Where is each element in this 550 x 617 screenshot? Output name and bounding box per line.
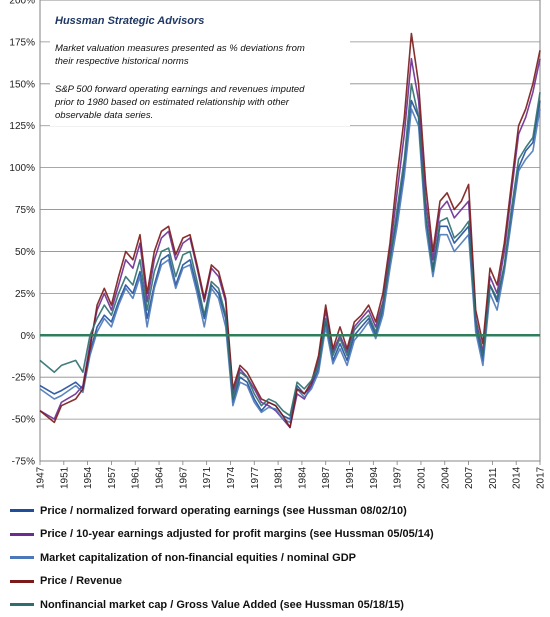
x-tick-label: 1951 (59, 466, 70, 489)
y-tick-label: 25% (15, 289, 35, 300)
series-line (39, 57, 541, 429)
x-tick-label: 1954 (83, 466, 94, 489)
legend-label: Market capitalization of non-financial e… (40, 551, 356, 564)
legend-item: Price / 10-year earnings adjusted for pr… (10, 523, 545, 547)
annotation-line-4: prior to 1980 based on estimated relatio… (54, 97, 290, 108)
x-tick-label: 1967 (178, 466, 189, 489)
series-line (39, 108, 541, 424)
x-tick-label: 2014 (512, 466, 523, 489)
legend-label: Price / 10-year earnings adjusted for pr… (40, 528, 434, 541)
y-tick-label: 150% (9, 79, 35, 90)
legend-item: Price / Revenue (10, 570, 545, 594)
x-tick-label: 1991 (345, 466, 356, 489)
annotation-block: Hussman Strategic Advisors Market valuat… (50, 8, 350, 126)
y-tick-label: 75% (15, 205, 35, 216)
annotation-line-2: their respective historical norms (55, 56, 189, 67)
series-line (39, 99, 541, 420)
x-tick-label: 2004 (440, 466, 451, 489)
x-tick-label: 1947 (36, 466, 47, 489)
x-tick-label: 2007 (464, 466, 475, 489)
x-axis: 1947 1951 1954 1957 1961 1964 1967 1971 1974 1977… (36, 461, 547, 489)
annotation-line-3: S&P 500 forward operating earnings and r… (55, 84, 305, 95)
annotation-title: Hussman Strategic Advisors (55, 15, 204, 27)
legend: Price / normalized forward operating ear… (10, 499, 545, 617)
legend-label: Price / Revenue (40, 575, 122, 588)
y-axis: -75% -50% -25% 0% 25% 50% 75% 100% 125% 150% 175% 2… (9, 0, 35, 468)
x-tick-label: 1981 (274, 466, 285, 489)
legend-swatch (10, 603, 34, 607)
legend-item: Market capitalization of non-financial e… (10, 546, 545, 570)
x-tick-label: 1961 (131, 466, 142, 489)
x-tick-label: 1987 (321, 466, 332, 489)
series-group (39, 32, 541, 429)
x-tick-label: 1964 (155, 466, 166, 489)
y-tick-label: -75% (12, 457, 35, 468)
x-tick-label: 1957 (107, 466, 118, 489)
x-tick-label: 1984 (297, 466, 308, 489)
legend-swatch (10, 579, 34, 583)
legend-swatch (10, 556, 34, 560)
series-line (39, 83, 541, 417)
annotation-line-1: Market valuation measures presented as %… (55, 43, 305, 54)
x-tick-label: 2011 (488, 467, 499, 489)
y-tick-label: 125% (9, 121, 35, 132)
y-tick-label: 100% (9, 163, 35, 174)
x-tick-label: 1994 (369, 466, 380, 489)
series-line (39, 32, 541, 429)
legend-label: Price / normalized forward operating ear… (40, 504, 407, 517)
x-tick-label: 1977 (250, 466, 261, 489)
y-tick-label: 200% (9, 0, 35, 7)
y-tick-label: 0% (21, 331, 36, 342)
x-tick-label: 2001 (416, 466, 427, 489)
legend-swatch (10, 509, 34, 513)
legend-item: Price / normalized forward operating ear… (10, 499, 545, 523)
x-tick-label: 1974 (226, 466, 237, 489)
y-tick-label: 50% (15, 247, 35, 258)
legend-item: Nonfinancial market cap / Gross Value Ad… (10, 593, 545, 617)
chart-area: -75% -50% -25% 0% 25% 50% 75% 100% 125% 150% 175% 2… (9, 0, 547, 489)
annotation-line-5: observable data series. (55, 110, 153, 121)
x-tick-label: 1971 (202, 466, 213, 489)
legend-swatch (10, 532, 34, 536)
y-tick-label: -50% (12, 415, 35, 426)
x-tick-label: 1997 (393, 466, 404, 489)
annotation-box (50, 8, 350, 126)
x-tick-label: 2017 (536, 466, 547, 489)
y-tick-label: -25% (12, 373, 35, 384)
legend-label: Nonfinancial market cap / Gross Value Ad… (40, 598, 404, 611)
y-tick-label: 175% (9, 37, 35, 48)
